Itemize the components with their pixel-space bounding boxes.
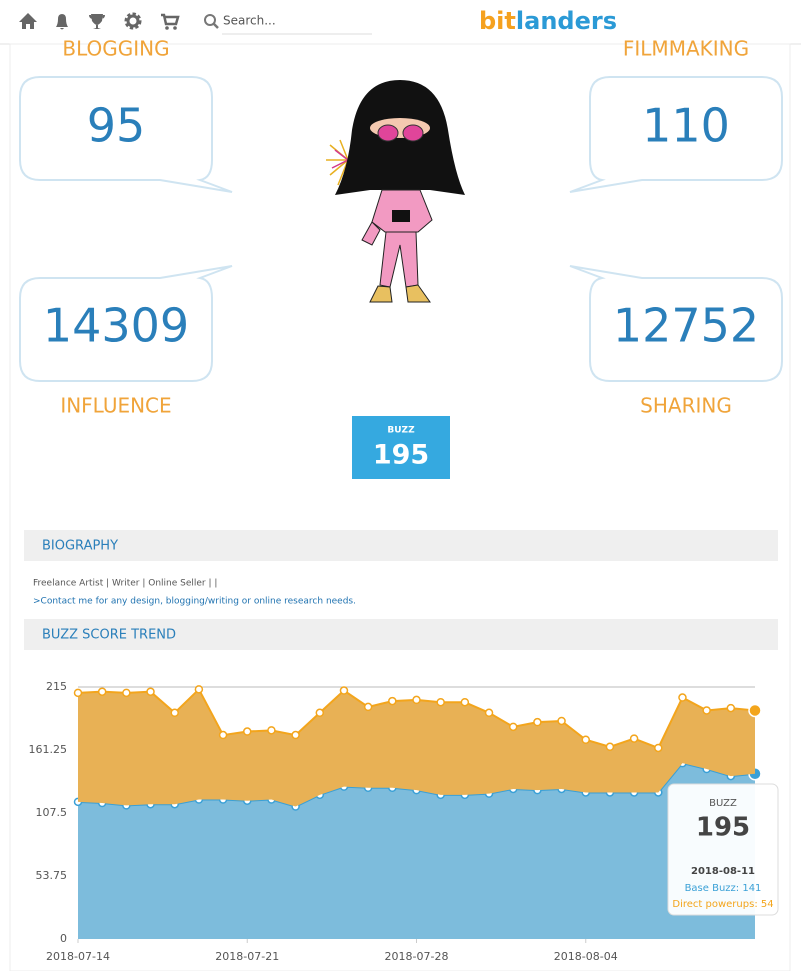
point <box>533 717 542 727</box>
point <box>654 743 663 753</box>
speech-bubble <box>19 76 233 193</box>
y-tick-label: 0 <box>60 932 67 945</box>
point <box>73 688 83 698</box>
area <box>78 763 755 939</box>
section-header <box>24 619 778 650</box>
bio-line: Freelance Artist | Writer | Online Selle… <box>33 579 217 589</box>
search-icon-handle <box>212 22 219 29</box>
tooltip-title: BUZZ <box>709 798 737 809</box>
point <box>243 727 252 736</box>
avatar <box>326 80 465 303</box>
x-tick-label: 2018-08-04 <box>554 950 618 963</box>
y-tick-label: 53.75 <box>36 869 68 882</box>
bio-link[interactable]: >Contact me for any design, blogging/wri… <box>33 597 356 607</box>
speech-bubble <box>569 265 783 382</box>
trousers <box>379 231 419 288</box>
tooltip-date: 2018-08-11 <box>691 866 755 877</box>
logo-part: bit <box>479 7 516 35</box>
arm <box>361 221 381 246</box>
stat-value: 95 <box>87 99 146 153</box>
stat-value: 110 <box>642 99 730 153</box>
stat-value: 14309 <box>43 299 189 353</box>
cart-icon[interactable] <box>161 13 180 26</box>
speech-bubbles <box>19 76 783 382</box>
point <box>748 703 762 718</box>
buzz-badge <box>352 416 450 479</box>
x-tick-label: 2018-07-21 <box>215 950 279 963</box>
stat-label: SHARING <box>640 394 732 418</box>
point <box>557 716 566 726</box>
tooltip-line: Direct powerups: 54 <box>672 899 773 910</box>
point <box>122 688 131 698</box>
section-header <box>24 530 778 561</box>
navbar <box>0 0 801 44</box>
speech-bubble <box>19 265 233 382</box>
stat-label: FILMMAKING <box>623 37 749 61</box>
glasses <box>377 124 399 142</box>
point <box>97 687 107 696</box>
logo-part: landers <box>516 7 617 35</box>
point <box>267 726 276 735</box>
speech-bubble <box>569 76 783 193</box>
search-icon <box>204 14 216 26</box>
point <box>218 730 228 740</box>
belt <box>392 210 410 222</box>
point <box>508 722 518 732</box>
point <box>339 686 349 695</box>
y-tick-label: 107.5 <box>36 806 68 819</box>
point <box>484 708 494 718</box>
buzz-chart: 0 53.75 107.5 161.25 215 2018-07-14 2018-07-21… <box>29 680 779 963</box>
cart-wheel <box>173 26 177 30</box>
stat-value: 12752 <box>613 299 759 353</box>
x-tick-label: 2018-07-28 <box>385 950 449 963</box>
section-title: BUZZ SCORE TREND <box>42 628 176 643</box>
search-input[interactable]: Search... <box>223 14 276 28</box>
logo[interactable]: bitlanders <box>479 7 617 35</box>
point <box>702 706 711 715</box>
glasses <box>402 124 424 142</box>
tooltip-value: 195 <box>696 813 750 843</box>
point <box>581 735 590 744</box>
trophy-icon[interactable] <box>89 14 105 29</box>
point <box>388 696 397 706</box>
point <box>436 697 445 707</box>
point <box>629 734 639 743</box>
point <box>315 708 325 718</box>
bell-icon[interactable] <box>56 14 68 30</box>
point <box>412 695 421 705</box>
point <box>726 703 736 713</box>
content-panel <box>9 43 791 971</box>
home-icon[interactable] <box>19 13 37 29</box>
point <box>460 697 470 707</box>
point <box>605 742 615 752</box>
point <box>678 693 687 702</box>
x-tick-label: 2018-07-14 <box>46 950 110 963</box>
point <box>170 708 179 718</box>
stat-label: INFLUENCE <box>60 394 171 418</box>
tooltip-line: Base Buzz: 141 <box>685 883 762 894</box>
settings-icon-ring <box>126 14 140 28</box>
buzz-label: BUZZ <box>387 426 415 436</box>
stat-label: BLOGGING <box>62 37 169 61</box>
y-tick-label: 215 <box>46 680 67 693</box>
buzz-value: 195 <box>373 440 429 471</box>
point <box>146 687 155 696</box>
point <box>363 702 373 712</box>
point <box>194 685 204 694</box>
point <box>291 730 300 740</box>
shoes <box>369 284 431 303</box>
section-title: BIOGRAPHY <box>42 539 118 554</box>
area <box>78 689 755 807</box>
cart-wheel <box>165 26 169 30</box>
y-tick-label: 161.25 <box>29 743 68 756</box>
tooltip <box>667 783 779 916</box>
